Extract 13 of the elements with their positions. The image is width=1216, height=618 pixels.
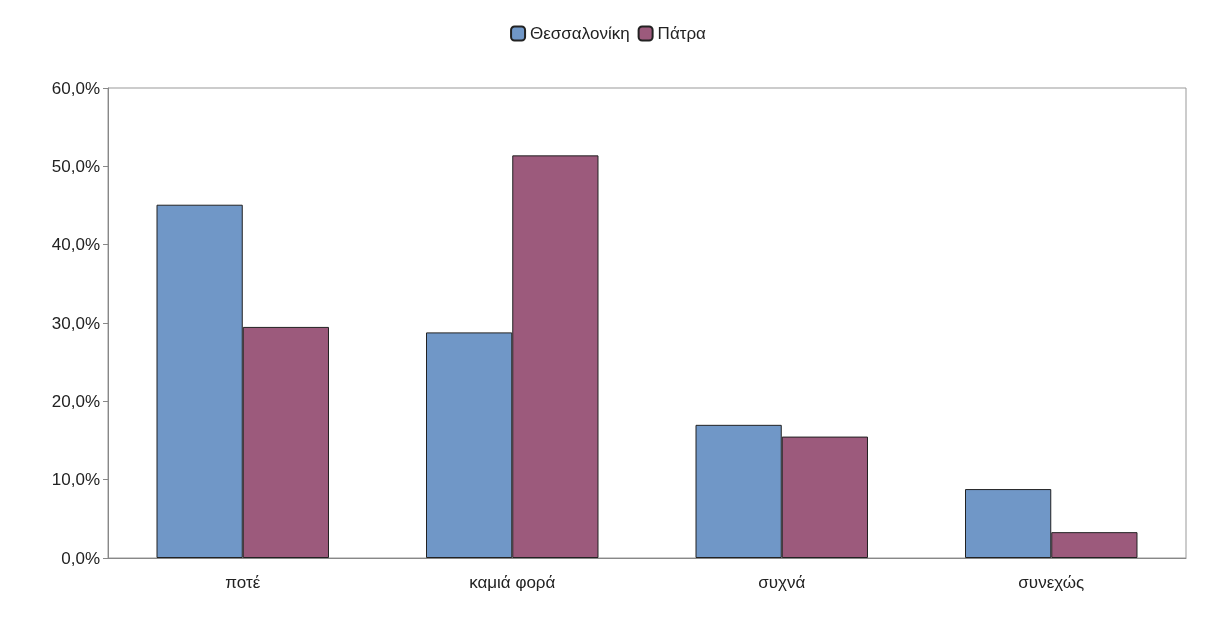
y-tick-label: 30,0% — [51, 313, 100, 333]
legend-label: Πάτρα — [657, 24, 707, 43]
y-tick-label: 50,0% — [51, 156, 100, 176]
y-tick-label: 60,0% — [51, 78, 100, 98]
y-tick-label: 20,0% — [51, 391, 100, 411]
legend-label: Θεσσαλονίκη — [530, 24, 630, 43]
x-tick-label: συνεχώς — [1018, 573, 1085, 592]
y-tick-label: 0,0% — [61, 548, 100, 568]
y-tick-label: 40,0% — [51, 235, 100, 255]
x-tick-label: καμιά φορά — [469, 573, 556, 592]
x-tick-label: ποτέ — [225, 573, 261, 592]
x-tick-label: συχνά — [758, 573, 806, 592]
y-tick-label: 10,0% — [51, 470, 100, 490]
